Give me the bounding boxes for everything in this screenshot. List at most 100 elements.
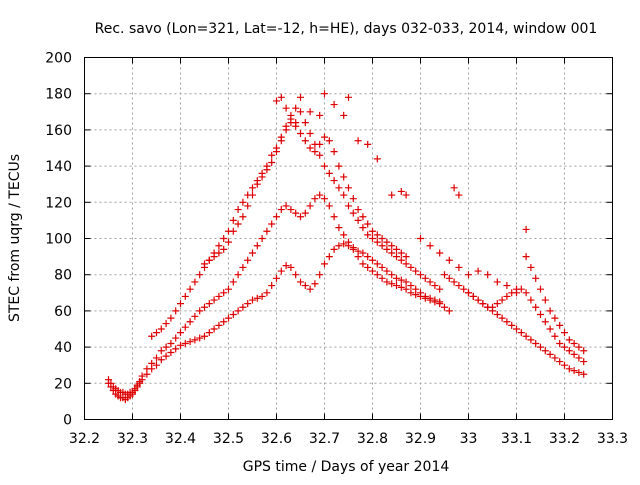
data-point [431,298,439,306]
data-point [244,300,252,308]
data-point [575,354,583,362]
data-point [354,137,362,145]
data-point [397,283,405,291]
x-axis-title: GPS time / Days of year 2014 [243,459,450,475]
data-point [157,356,165,364]
data-point [229,278,237,286]
data-point [335,242,343,250]
data-point [311,280,319,288]
data-point [513,289,520,297]
data-point [234,220,242,228]
data-point [388,242,396,250]
data-point [181,339,189,347]
data-point [513,325,520,333]
data-point [340,173,348,181]
data-point [551,332,559,340]
data-point [580,358,588,366]
data-point [532,339,540,347]
data-point [321,162,328,170]
data-point [522,225,530,233]
data-point [277,137,285,145]
data-point [268,151,276,159]
data-point [201,303,208,311]
data-point [249,249,256,257]
data-point [575,343,583,351]
data-point [258,235,266,242]
data-point [210,325,218,333]
y-tick-labels: 0 20 40 60 80 100 120 140 160 180 200 [45,51,72,429]
data-point [426,278,434,286]
data-point [316,140,324,148]
data-point [287,206,295,214]
series-7 [417,225,588,355]
x-tick-label: 32.4 [165,431,196,447]
data-point [273,274,280,282]
data-point [450,184,458,192]
data-point [517,329,525,337]
data-point [546,325,554,333]
data-point [556,358,564,366]
data-point [330,177,338,185]
data-point [426,296,434,304]
data-point [407,263,415,271]
data-point [565,347,573,355]
data-point [417,235,424,242]
data-point [321,195,328,203]
data-point [551,314,559,322]
plot-frame [84,57,613,420]
data-point [570,367,578,375]
data-point [162,343,170,351]
data-point [388,249,396,257]
data-point [301,119,309,127]
data-point [297,93,304,101]
data-point [186,338,194,346]
data-point [383,278,391,286]
data-point [556,321,564,329]
data-point [287,115,295,123]
data-point [469,292,477,300]
y-tick-label: 160 [45,123,72,139]
data-point [311,148,319,156]
data-point [474,267,482,275]
data-point [138,372,146,380]
data-point [412,291,420,299]
data-point [580,347,588,355]
data-point [253,294,261,302]
data-point [378,274,386,282]
data-point [306,130,314,138]
data-point [148,332,156,340]
data-point [537,343,544,351]
series-6 [441,271,588,366]
data-point [340,191,348,199]
data-point [297,213,304,221]
data-point [354,216,362,224]
data-point [249,184,256,192]
data-point [210,296,218,304]
data-point [239,303,247,311]
data-point [229,227,237,235]
data-point [570,350,578,358]
data-point [498,296,506,304]
data-point [244,202,252,210]
data-point [349,195,357,203]
data-point [225,238,232,246]
data-point [551,354,559,362]
data-point [301,209,309,217]
data-point [196,271,204,279]
data-point [234,307,242,315]
data-point [345,93,352,101]
data-point [349,245,357,253]
data-point [277,206,285,214]
data-point [388,280,396,288]
data-point [436,249,444,257]
data-point [191,336,199,344]
data-point [575,368,583,376]
data-point [455,191,463,199]
x-tick-label: 32.6 [261,431,292,447]
data-point [359,224,367,232]
data-point [273,97,280,105]
data-point [325,137,333,145]
y-tick-label: 180 [45,87,72,103]
data-point [136,377,144,385]
series-3 [201,119,410,268]
